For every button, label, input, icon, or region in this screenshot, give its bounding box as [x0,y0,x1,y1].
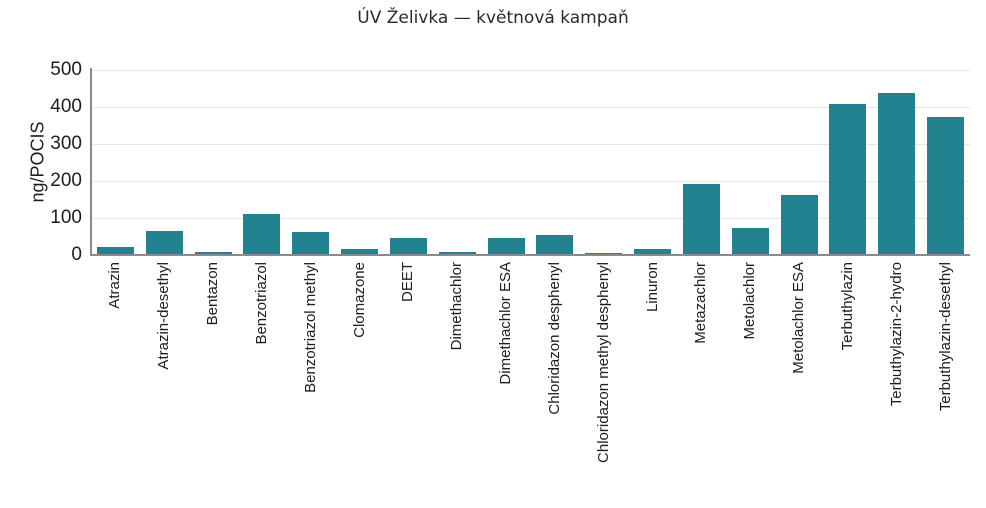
bar [96,246,134,255]
gridline [91,181,970,182]
bar [341,249,379,255]
x-tick-label: Terbuthylazin [838,262,856,351]
bar [243,214,281,255]
x-tick-label: DEET [399,262,417,303]
x-tick-label: Benzotriazol methyl [301,262,319,393]
bar [634,249,672,255]
bar [829,103,867,255]
bar [292,232,330,255]
x-tick-label: Atrazin-desethyl [155,262,173,370]
bar [145,230,183,255]
x-tick-label: Dimethachlor ESA [497,262,515,385]
y-tick-label: 100 [50,207,82,228]
x-tick-label: Metolachlor ESA [790,262,808,374]
bar [780,195,818,255]
x-axis-line [90,254,970,256]
plot-area [91,70,970,255]
bar [389,238,427,255]
x-tick-label: Bentazon [204,262,222,326]
bar [585,252,623,255]
bar [438,251,476,255]
x-tick-label: Chloridazon methyl desphenyl [594,262,612,463]
x-tick-label: Metazachlor [692,262,710,344]
x-tick-label: Terbuthylazin-desethyl [936,262,954,412]
bar [682,183,720,255]
bar [731,227,769,255]
y-tick-label: 500 [50,59,82,80]
y-axis-line [90,68,92,256]
x-tick-label: Chloridazon desphenyl [545,262,563,415]
x-tick-label: Linuron [643,262,661,313]
gridline [91,218,970,219]
y-tick-label: 0 [71,244,82,265]
y-tick-label: 400 [50,96,82,117]
x-tick-label: Terbuthylazin-2-hydro [887,262,905,407]
gridline [91,144,970,145]
chart-title: ÚV Želivka — květnová kampaň [357,8,629,28]
bar [536,234,574,255]
y-axis-label: ng/POCIS [27,121,48,203]
bar [878,92,916,255]
x-tick-label: Benzotriazol [252,262,270,345]
bar [194,252,232,255]
gridline [91,70,970,71]
y-tick-label: 300 [50,133,82,154]
bar [487,238,525,255]
gridline [91,107,970,108]
y-tick-label: 200 [50,170,82,191]
x-tick-label: Dimethachlor [448,262,466,351]
bar [927,117,965,255]
x-tick-label: Metolachlor [741,262,759,340]
x-tick-label: Atrazin [106,262,124,309]
x-tick-label: Clomazone [350,262,368,338]
